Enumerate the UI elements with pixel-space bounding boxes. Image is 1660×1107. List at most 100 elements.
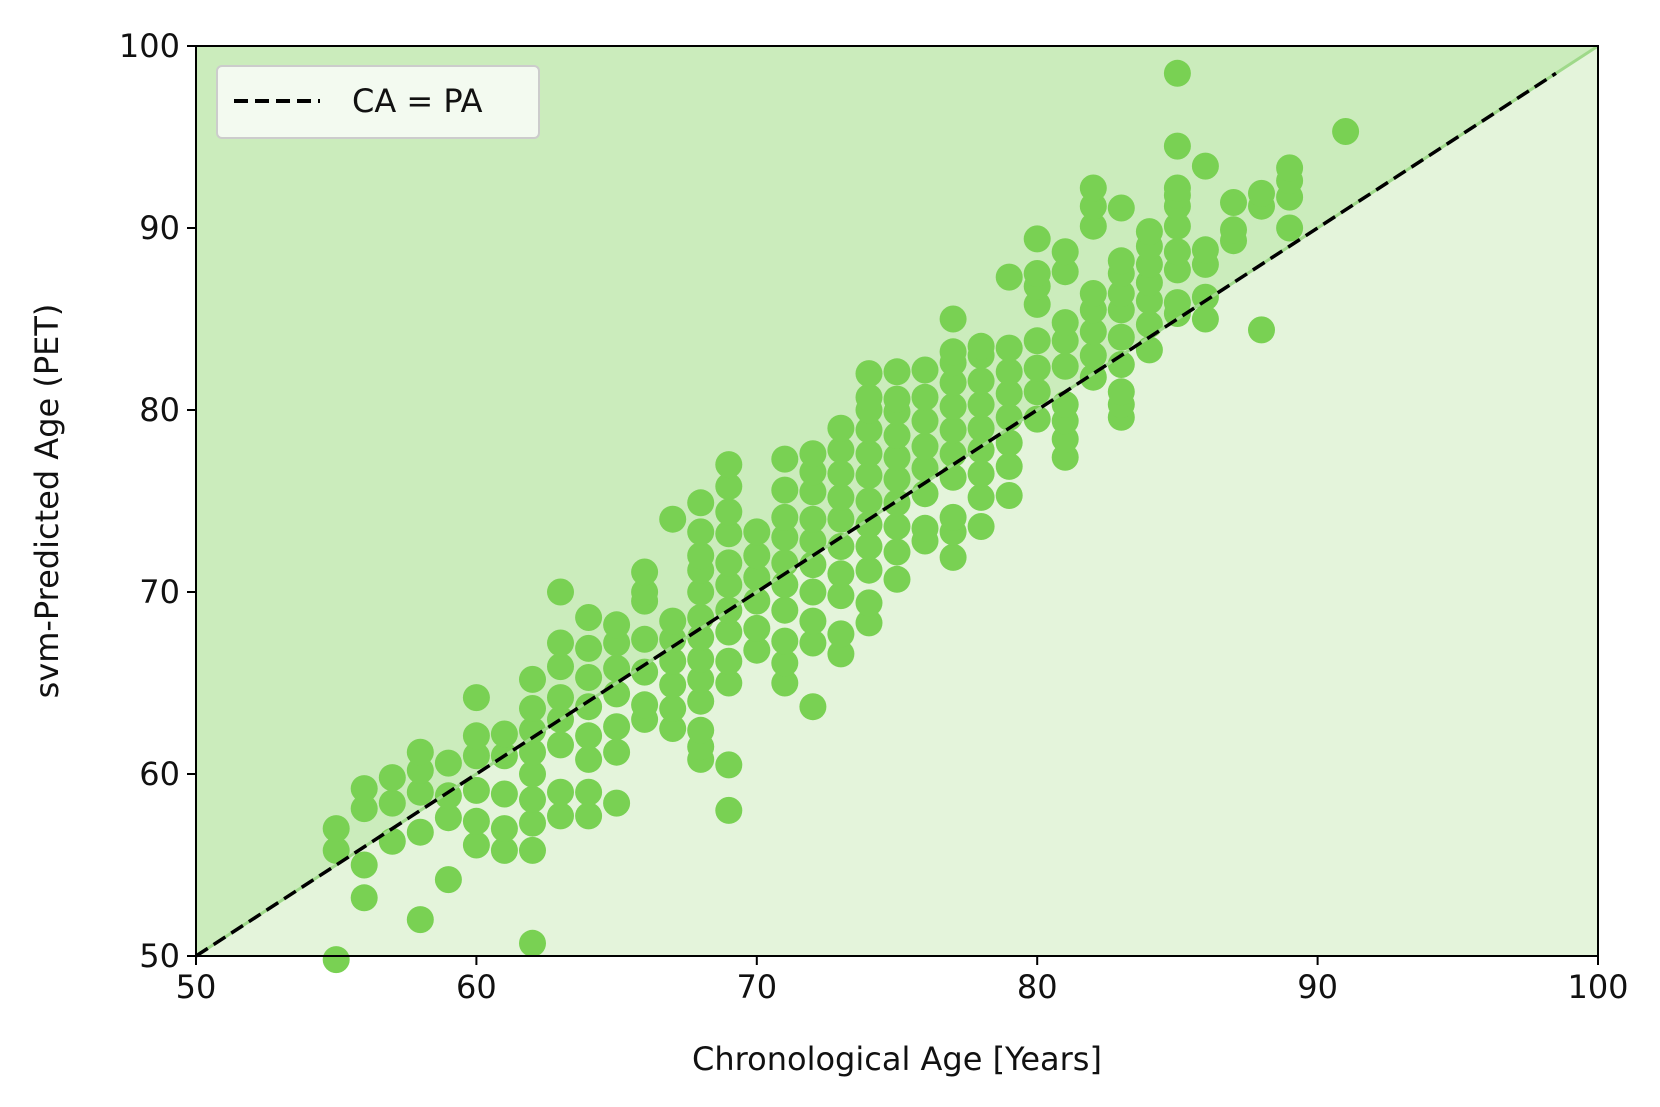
y-tick-label: 90	[139, 209, 180, 247]
data-point	[687, 665, 715, 693]
data-point	[1135, 218, 1163, 246]
data-point	[939, 503, 967, 531]
data-point	[855, 609, 883, 637]
data-point	[715, 669, 743, 697]
data-point	[519, 760, 546, 788]
data-point	[995, 358, 1023, 386]
plot-frame	[195, 45, 1599, 957]
data-point	[687, 542, 715, 570]
data-point	[911, 356, 939, 384]
data-point	[827, 436, 855, 464]
data-point	[967, 332, 995, 360]
x-tick-label: 90	[1297, 968, 1338, 1006]
y-tick-label: 60	[139, 755, 180, 793]
data-point	[715, 549, 743, 577]
data-point	[883, 443, 911, 471]
data-point	[743, 614, 771, 642]
data-point	[743, 542, 771, 570]
data-point	[967, 414, 995, 442]
data-point	[406, 738, 434, 766]
identity-line-dashed	[195, 71, 1557, 958]
data-point	[1023, 225, 1051, 253]
data-point	[350, 795, 378, 823]
data-point	[687, 687, 715, 715]
data-point	[575, 604, 603, 631]
data-point	[827, 582, 855, 610]
data-point	[883, 513, 911, 540]
data-point	[1107, 247, 1135, 275]
data-point	[1248, 316, 1275, 344]
data-point	[462, 684, 490, 712]
data-point	[659, 671, 687, 699]
data-point	[855, 511, 883, 539]
data-point	[406, 778, 434, 806]
data-point	[799, 551, 827, 579]
data-point	[855, 462, 883, 489]
x-axis-ticks: 50 60 70 80 90 100	[176, 956, 1629, 1006]
data-point	[1163, 59, 1191, 87]
data-point	[967, 483, 995, 511]
data-point	[939, 338, 967, 366]
data-point	[490, 836, 518, 864]
data-point	[519, 695, 546, 722]
data-point	[575, 722, 603, 750]
data-point	[575, 693, 603, 721]
data-point	[995, 263, 1023, 291]
data-point	[855, 487, 883, 515]
data-point	[799, 629, 827, 657]
x-tick-label: 80	[1017, 968, 1058, 1006]
data-point	[799, 693, 827, 721]
data-point	[967, 513, 995, 540]
data-point	[631, 691, 659, 719]
data-point	[715, 571, 743, 599]
data-point	[799, 527, 827, 555]
data-point	[855, 416, 883, 444]
data-point	[575, 802, 603, 830]
data-point	[631, 578, 659, 606]
data-point	[827, 620, 855, 648]
data-point	[519, 836, 546, 864]
data-point	[1051, 238, 1079, 266]
data-point	[827, 640, 855, 668]
data-point	[1079, 212, 1107, 240]
data-point	[1051, 309, 1079, 337]
data-point	[687, 518, 715, 546]
data-point	[1163, 238, 1191, 266]
data-point	[715, 451, 743, 479]
data-point	[378, 789, 406, 817]
data-point	[771, 596, 799, 624]
data-point	[490, 815, 518, 843]
data-point	[519, 929, 546, 957]
data-point	[1332, 118, 1360, 145]
data-point	[827, 460, 855, 488]
data-point	[1135, 311, 1163, 338]
data-point	[799, 578, 827, 606]
data-point	[434, 749, 462, 777]
x-tick-label: 70	[736, 968, 777, 1006]
data-point	[575, 664, 603, 691]
data-point	[1191, 305, 1219, 333]
data-point	[519, 716, 546, 744]
data-point	[771, 627, 799, 655]
data-point	[799, 478, 827, 506]
data-point	[715, 618, 743, 646]
data-point	[827, 505, 855, 533]
data-point	[855, 556, 883, 584]
data-point	[575, 778, 603, 806]
data-point	[855, 360, 883, 388]
x-tick-label: 60	[456, 968, 497, 1006]
data-point	[827, 560, 855, 588]
data-point	[1220, 216, 1247, 244]
data-point	[995, 482, 1023, 509]
data-point	[939, 416, 967, 444]
x-axis-label: Chronological Age [Years]	[692, 1040, 1102, 1078]
data-point	[1079, 318, 1107, 346]
data-point	[519, 809, 546, 837]
data-point	[715, 751, 743, 779]
data-point	[322, 815, 350, 843]
data-point	[799, 607, 827, 635]
data-point	[1220, 189, 1247, 216]
data-point	[1248, 179, 1275, 207]
data-point	[939, 543, 967, 571]
